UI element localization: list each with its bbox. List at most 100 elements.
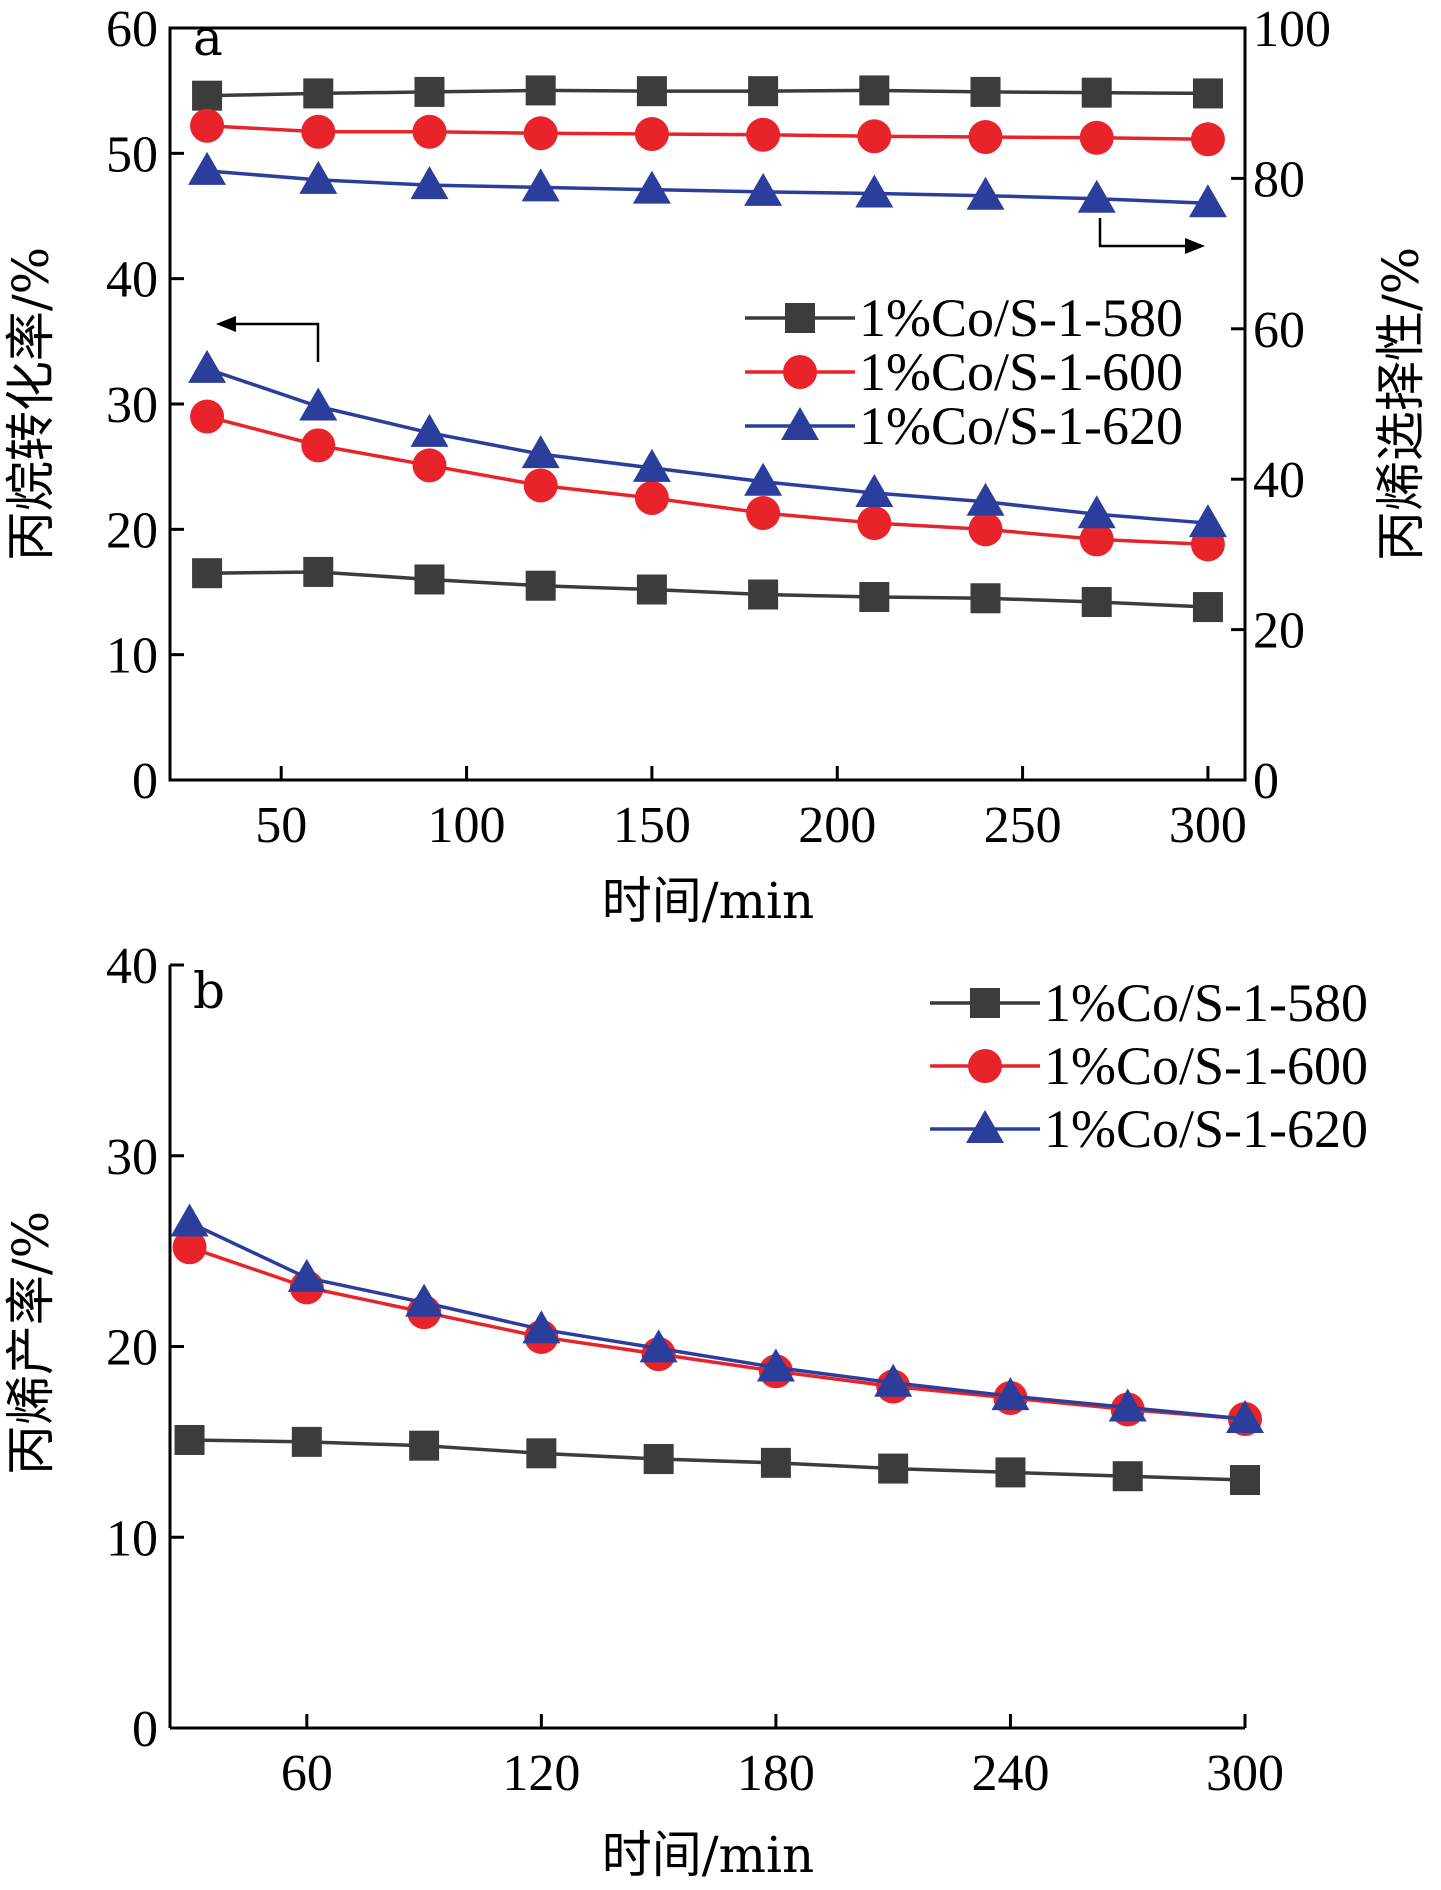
data-point xyxy=(301,428,336,463)
x-tick-label: 150 xyxy=(613,797,691,854)
data-point xyxy=(1081,77,1112,108)
series-line xyxy=(206,414,1209,547)
data-point xyxy=(748,76,779,107)
data-point xyxy=(632,448,671,482)
x-tick-label: 120 xyxy=(502,1745,580,1802)
data-point xyxy=(523,116,558,151)
legend-marker xyxy=(968,1049,1002,1083)
y-tick-label: 40 xyxy=(106,252,158,309)
data-point xyxy=(291,1426,322,1457)
data-point xyxy=(299,387,338,421)
series-line xyxy=(206,169,1209,205)
legend-marker xyxy=(783,355,817,389)
data-point xyxy=(991,1377,1030,1411)
data-point xyxy=(746,117,781,152)
y2-tick-label: 0 xyxy=(1253,753,1279,810)
series-2 xyxy=(188,349,1227,538)
series-1 xyxy=(190,399,1225,562)
x-axis-label-a: 时间/min xyxy=(602,872,814,930)
y2-axis-label-a: 丙烯选择性/% xyxy=(1372,247,1430,561)
data-point xyxy=(192,80,223,111)
y-tick-label: 0 xyxy=(132,1701,158,1758)
data-point xyxy=(859,582,890,613)
series-line xyxy=(206,367,1209,525)
x-tick-label: 200 xyxy=(798,797,876,854)
data-point xyxy=(1188,504,1227,538)
chart-panel-a: a 50 100 150 200 250 300010203040506002040608… xyxy=(2,1,1430,930)
data-point xyxy=(968,512,1003,547)
legend-entry: 1%Co/S-1-600 xyxy=(930,1036,1368,1096)
y-axis-label-b: 丙烯产率/% xyxy=(2,1211,60,1475)
data-point xyxy=(1112,1461,1143,1492)
legend-marker xyxy=(781,407,819,440)
data-point xyxy=(756,1348,795,1382)
data-point xyxy=(1192,78,1223,109)
right-axis-arrow xyxy=(1098,218,1205,254)
data-point xyxy=(190,399,225,434)
x-tick-label: 100 xyxy=(428,797,506,854)
legend-entry: 1%Co/S-1-620 xyxy=(745,396,1183,456)
data-point xyxy=(857,506,892,541)
legend-marker xyxy=(970,988,1000,1018)
data-point xyxy=(414,564,445,595)
data-point xyxy=(878,1453,909,1484)
data-point xyxy=(172,1230,207,1265)
data-point xyxy=(966,482,1005,516)
y-tick-label: 40 xyxy=(106,938,158,995)
data-point xyxy=(744,462,783,496)
data-point xyxy=(405,1283,444,1317)
data-point xyxy=(301,114,336,149)
data-point xyxy=(857,119,892,154)
data-point xyxy=(522,1310,561,1344)
legend-label: 1%Co/S-1-580 xyxy=(859,288,1183,348)
series-3 xyxy=(192,75,1223,111)
data-point xyxy=(303,78,334,109)
data-point xyxy=(188,151,227,185)
y-tick-label: 10 xyxy=(106,1510,158,1567)
data-point xyxy=(995,1457,1026,1488)
data-point xyxy=(525,570,556,601)
data-point xyxy=(874,1363,913,1397)
series-4 xyxy=(190,108,1225,157)
y2-tick-label: 100 xyxy=(1253,1,1331,58)
data-point xyxy=(746,496,781,531)
data-point xyxy=(744,172,783,206)
series-2 xyxy=(170,1203,1264,1433)
data-point xyxy=(636,574,667,605)
legend-label: 1%Co/S-1-580 xyxy=(1044,973,1368,1033)
data-point xyxy=(287,1258,326,1292)
series-line xyxy=(188,1220,1246,1421)
data-point xyxy=(1077,495,1116,529)
data-point xyxy=(412,448,447,483)
y-tick-label: 30 xyxy=(106,1129,158,1186)
y2-tick-label: 60 xyxy=(1253,302,1305,359)
data-point xyxy=(523,468,558,503)
left-axis-arrow xyxy=(216,316,320,362)
series-0 xyxy=(174,1424,1260,1496)
y-tick-label: 20 xyxy=(106,502,158,559)
data-point xyxy=(525,75,556,106)
data-point xyxy=(414,76,445,107)
series-line xyxy=(207,88,1208,98)
legend-entry: 1%Co/S-1-580 xyxy=(930,973,1368,1033)
x-tick-label: 50 xyxy=(255,797,307,854)
x-tick-label: 60 xyxy=(281,1745,333,1802)
legend-label: 1%Co/S-1-600 xyxy=(859,342,1183,402)
panel-label-a: a xyxy=(193,9,223,67)
data-point xyxy=(1230,1465,1260,1496)
data-point xyxy=(970,583,1001,614)
data-point xyxy=(174,1424,205,1455)
data-point xyxy=(1226,1399,1264,1433)
series-0 xyxy=(192,556,1223,623)
data-point xyxy=(1190,122,1225,157)
y-axis-label-a: 丙烷转化率/% xyxy=(2,247,60,561)
data-point xyxy=(521,168,560,202)
data-point xyxy=(192,558,223,589)
data-point xyxy=(636,76,667,107)
y-tick-label: 20 xyxy=(106,1320,158,1377)
data-point xyxy=(634,117,669,152)
y2-tick-label: 20 xyxy=(1253,603,1305,660)
data-point xyxy=(409,1430,440,1461)
